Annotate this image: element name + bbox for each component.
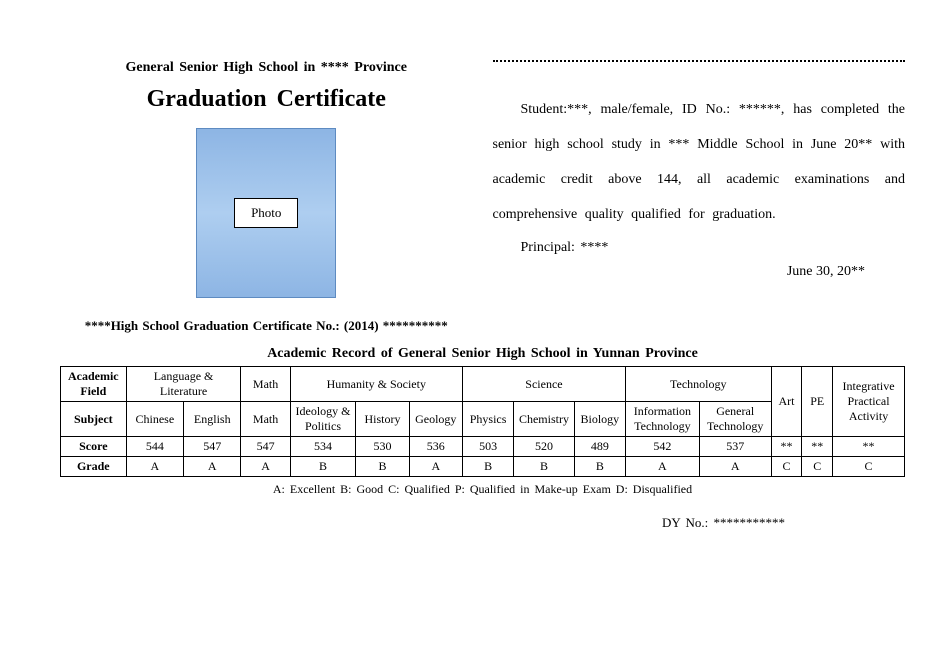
grade-cell: A [126,457,183,477]
grade-cell: B [290,457,356,477]
art-header: Art [771,367,802,437]
field-label: Academic Field [61,367,127,402]
score-cell: 536 [409,437,462,457]
grade-cell: A [409,457,462,477]
subject-cell: Chinese [126,402,183,437]
grade-cell: A [241,457,290,477]
pe-header: PE [802,367,833,437]
grade-cell: C [833,457,905,477]
sub-header: General Senior High School in **** Provi… [60,60,473,76]
grade-cell: B [574,457,625,477]
score-cell: 537 [699,437,771,457]
photo-placeholder: Photo [196,128,336,298]
score-label: Score [61,437,127,457]
score-cell: 544 [126,437,183,457]
score-row: Score 544547547534530536503520489542537*… [61,437,905,457]
grade-cell: C [802,457,833,477]
subject-cell: Chemistry [514,402,575,437]
subject-cell: Information Technology [625,402,699,437]
score-cell: ** [771,437,802,457]
subject-label: Subject [61,402,127,437]
grade-cell: B [462,457,513,477]
subject-cell: Physics [462,402,513,437]
subject-cell: Geology [409,402,462,437]
field-cell: Science [462,367,625,402]
subject-cell: English [184,402,241,437]
score-cell: 520 [514,437,575,457]
grade-cell: A [625,457,699,477]
grade-cell: C [771,457,802,477]
principal-line: Principal: **** [493,240,906,256]
score-cell: 503 [462,437,513,457]
academic-record-table: Academic Field Language & LiteratureMath… [60,366,905,477]
score-cell: 530 [356,437,409,457]
subject-cell: Biology [574,402,625,437]
left-column: General Senior High School in **** Provi… [60,60,473,334]
field-row: Academic Field Language & LiteratureMath… [61,367,905,402]
grade-label: Grade [61,457,127,477]
grade-row: Grade AAABBABBBAACCC [61,457,905,477]
field-cell: Technology [625,367,771,402]
right-column: Student:***, male/female, ID No.: ******… [493,60,906,334]
subject-cell: Math [241,402,290,437]
record-title: Academic Record of General Senior High S… [60,346,905,362]
grade-cell: A [184,457,241,477]
page-title: Graduation Certificate [60,86,473,113]
dotted-divider [493,60,906,62]
date-line: June 30, 20** [493,264,906,280]
score-cell: 547 [184,437,241,457]
score-cell: 534 [290,437,356,457]
field-cell: Language & Literature [126,367,241,402]
subject-cell: History [356,402,409,437]
grade-cell: A [699,457,771,477]
field-cell: Math [241,367,290,402]
score-cell: 489 [574,437,625,457]
ipa-header: Integrative Practical Activity [833,367,905,437]
grade-cell: B [514,457,575,477]
photo-label: Photo [234,198,298,228]
subject-cell: General Technology [699,402,771,437]
certificate-number: ****High School Graduation Certificate N… [60,318,473,334]
subject-cell: Ideology & Politics [290,402,356,437]
grade-cell: B [356,457,409,477]
score-cell: ** [802,437,833,457]
score-cell: 542 [625,437,699,457]
score-cell: 547 [241,437,290,457]
grade-legend: A: Excellent B: Good C: Qualified P: Qua… [60,482,905,497]
field-cell: Humanity & Society [290,367,462,402]
score-cell: ** [833,437,905,457]
dy-number: DY No.: *********** [60,515,905,531]
statement-paragraph: Student:***, male/female, ID No.: ******… [493,92,906,232]
